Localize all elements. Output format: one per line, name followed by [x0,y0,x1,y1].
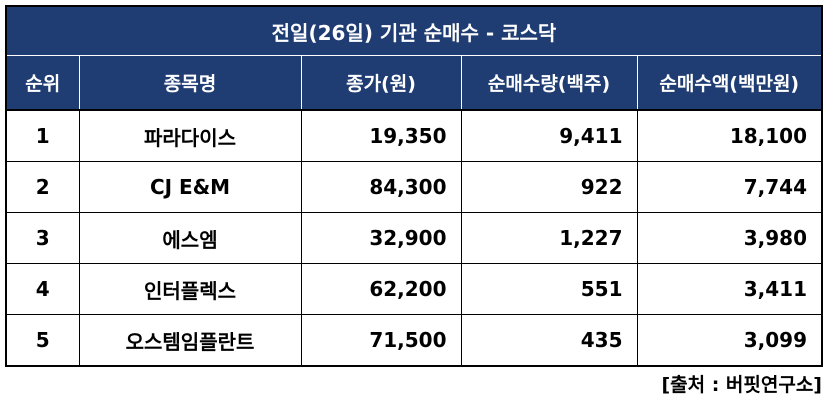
cell-rank: 4 [7,263,79,315]
cell-price: 19,350 [300,109,461,162]
cell-qty: 9,411 [460,109,637,162]
header-name: 종목명 [78,56,301,110]
cell-qty: 551 [460,263,637,315]
header-amount: 순매수액(백만원) [636,56,821,110]
cell-amount: 3,411 [636,263,821,315]
header-rank: 순위 [7,56,79,110]
cell-name: 파라다이스 [78,109,301,162]
institution-net-buy-table: 전일(26일) 기관 순매수 - 코스닥 순위 종목명 종가(원) 순매수량(백… [5,5,823,367]
table-row: 3 에스엠 32,900 1,227 3,980 [7,212,821,264]
table-row: 1 파라다이스 19,350 9,411 18,100 [7,109,821,162]
header-price: 종가(원) [300,56,461,110]
cell-amount: 3,099 [636,314,821,365]
source-note: [출처 : 버핏연구소] [661,374,822,396]
cell-rank: 2 [7,161,79,213]
cell-amount: 7,744 [636,161,821,213]
cell-rank: 5 [7,314,79,365]
cell-name: CJ E&M [78,161,301,213]
table-row: 5 오스템임플란트 71,500 435 3,099 [7,314,821,365]
cell-price: 62,200 [300,263,461,315]
cell-price: 71,500 [300,314,461,365]
cell-rank: 3 [7,212,79,264]
header-row: 순위 종목명 종가(원) 순매수량(백주) 순매수액(백만원) [7,56,821,110]
table-title: 전일(26일) 기관 순매수 - 코스닥 [7,7,821,56]
cell-price: 32,900 [300,212,461,264]
cell-amount: 18,100 [636,109,821,162]
cell-price: 84,300 [300,161,461,213]
cell-name: 에스엠 [78,212,301,264]
cell-rank: 1 [7,109,79,162]
cell-amount: 3,980 [636,212,821,264]
cell-qty: 1,227 [460,212,637,264]
table-row: 4 인터플렉스 62,200 551 3,411 [7,263,821,315]
table-row: 2 CJ E&M 84,300 922 7,744 [7,161,821,213]
header-qty: 순매수량(백주) [460,56,637,110]
cell-qty: 922 [460,161,637,213]
data-table: 순위 종목명 종가(원) 순매수량(백주) 순매수액(백만원) 1 파라다이스 … [7,56,821,365]
cell-name: 오스템임플란트 [78,314,301,365]
cell-name: 인터플렉스 [78,263,301,315]
cell-qty: 435 [460,314,637,365]
